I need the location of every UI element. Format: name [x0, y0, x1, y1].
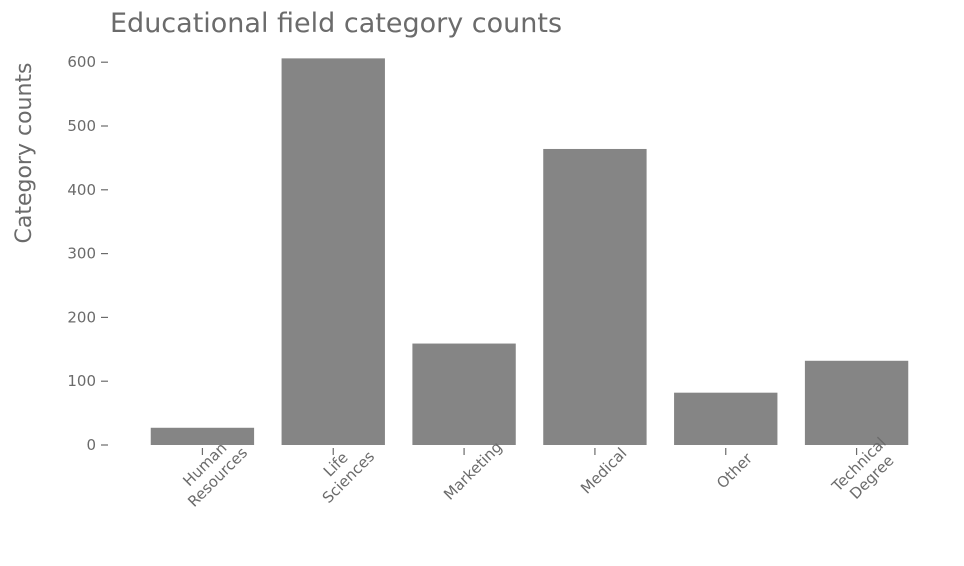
y-tick-label: 600 [67, 53, 96, 71]
y-tick-label: 300 [67, 245, 96, 263]
x-tick-label: Other [713, 449, 756, 492]
y-tick-label: 400 [67, 181, 96, 199]
bar [804, 360, 909, 445]
x-tick-label: LifeSciences [306, 435, 378, 507]
y-tick-label: 0 [86, 436, 96, 454]
y-tick-label: 500 [67, 117, 96, 135]
y-axis: 0 100 200 300 400 500 600 [67, 53, 108, 454]
x-tick-label: Marketing [440, 438, 506, 504]
x-axis: HumanResources LifeSciences Marketing Medic… [179, 434, 897, 511]
bar [150, 427, 255, 445]
bar [281, 58, 385, 445]
chart-title: Educational field category counts [110, 8, 562, 39]
bar [412, 343, 516, 445]
y-tick-label: 100 [67, 372, 96, 390]
y-axis-label: Category counts [12, 62, 37, 243]
bar [543, 148, 647, 445]
bars [150, 58, 909, 445]
x-tick-label: Medical [577, 444, 630, 497]
y-tick-label: 200 [67, 308, 96, 326]
bar [674, 392, 778, 445]
